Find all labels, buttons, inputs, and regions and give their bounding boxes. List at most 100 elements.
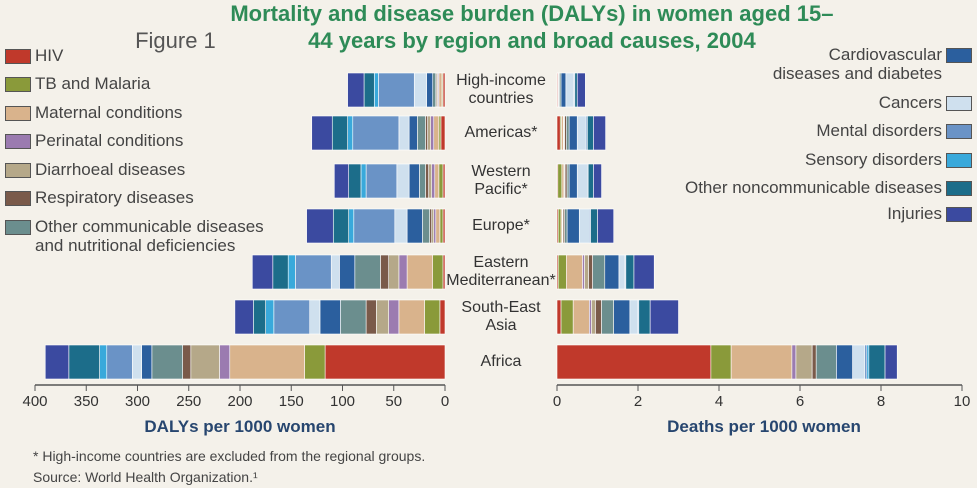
legend-label: HIV xyxy=(35,46,64,65)
bar-segment xyxy=(398,254,408,290)
bar-segment xyxy=(106,344,133,380)
bar-segment xyxy=(557,208,562,244)
bar-segment xyxy=(442,254,446,290)
bar-segment xyxy=(428,163,432,199)
bar-segment xyxy=(324,344,446,380)
bar-segment xyxy=(574,72,578,108)
bar-segment xyxy=(625,254,635,290)
bar-segment xyxy=(272,254,289,290)
x-tick-label: 350 xyxy=(74,393,99,410)
bar-segment xyxy=(348,208,355,244)
bar-segment xyxy=(253,299,266,335)
bar-segment xyxy=(331,115,348,151)
legend-label: Sensory disorders xyxy=(804,150,942,169)
bar-segment xyxy=(638,299,651,335)
x-tick-label: 200 xyxy=(227,393,252,410)
x-axis-label: Deaths per 1000 women xyxy=(667,417,861,436)
bar-segment xyxy=(360,163,367,199)
bar-segment xyxy=(811,344,817,380)
bar-segment xyxy=(582,254,585,290)
bar-segment xyxy=(556,299,562,335)
bar-segment xyxy=(408,163,420,199)
bar-segment xyxy=(868,344,886,380)
x-tick-label: 250 xyxy=(176,393,201,410)
bar-segment xyxy=(566,208,580,244)
bar-segment xyxy=(295,254,332,290)
x-tick-label: 0 xyxy=(441,393,449,410)
bar-segment xyxy=(556,344,712,380)
bar-segment xyxy=(572,299,590,335)
bar-segment xyxy=(398,299,425,335)
bar-segment xyxy=(866,344,870,380)
bar-segment xyxy=(354,254,381,290)
bar-segment xyxy=(597,208,615,244)
bar-segment xyxy=(795,344,813,380)
bar-segment xyxy=(591,299,596,335)
bar-segment xyxy=(408,115,418,151)
bar-segment xyxy=(425,115,428,151)
bar-segment xyxy=(347,115,354,151)
bar-segment xyxy=(424,299,441,335)
source: Source: World Health Organization.¹ xyxy=(33,469,258,485)
bar-segment xyxy=(584,254,589,290)
bar-segment xyxy=(273,299,311,335)
x-axis-label: DALYs per 1000 women xyxy=(144,417,336,436)
x-tick-label: 300 xyxy=(125,393,150,410)
bar-segment xyxy=(190,344,220,380)
x-tick-label: 150 xyxy=(279,393,304,410)
bar-segment xyxy=(352,115,400,151)
bar-segment xyxy=(568,115,578,151)
bar-segment xyxy=(151,344,183,380)
bar-segment xyxy=(432,72,437,108)
bar-segment xyxy=(431,208,435,244)
bar-segment xyxy=(340,299,367,335)
category-label: South-East Asia xyxy=(461,299,541,334)
bar-segment xyxy=(566,163,570,199)
bar-segment xyxy=(347,72,365,108)
bar-segment xyxy=(439,299,446,335)
bar-segment xyxy=(884,344,898,380)
legend-label: Mental disorders xyxy=(816,121,942,140)
bar-segment xyxy=(561,163,565,199)
legend-swatch xyxy=(5,106,31,121)
legend-label: Maternal conditions xyxy=(35,103,183,122)
bar-segment xyxy=(68,344,100,380)
bar-segment xyxy=(604,254,620,290)
legend-swatch xyxy=(946,181,972,196)
category-label: High-income countries xyxy=(456,72,546,107)
bar-segment xyxy=(429,208,432,244)
bar-segment xyxy=(141,344,153,380)
bar-segment xyxy=(561,115,564,151)
bar-segment xyxy=(394,208,408,244)
bar-segment xyxy=(730,344,793,380)
x-tick-label: 8 xyxy=(877,393,885,410)
legend-label: Diarrhoeal diseases xyxy=(35,160,186,179)
bar-segment xyxy=(306,208,334,244)
bar-segment xyxy=(435,208,441,244)
bar-segment xyxy=(373,72,379,108)
legend-label: Other noncommunicable diseases xyxy=(684,178,942,197)
bar-segment xyxy=(576,163,588,199)
bar-segment xyxy=(252,254,274,290)
title: Figure 1 Mortality and disease burden (D… xyxy=(0,0,977,54)
x-tick-label: 6 xyxy=(796,393,804,410)
bar-segment xyxy=(595,299,602,335)
bar-segment xyxy=(438,115,442,151)
x-tick-label: 100 xyxy=(330,393,355,410)
legend-swatch xyxy=(946,124,972,139)
bar-segment xyxy=(425,163,429,199)
category-label: Europe* xyxy=(472,217,530,234)
bar-segment xyxy=(398,115,410,151)
bar-segment xyxy=(287,254,296,290)
bar-segment xyxy=(319,299,341,335)
legend-label: Perinatal conditions xyxy=(35,131,184,150)
bar-segment xyxy=(426,72,433,108)
legend-swatch xyxy=(946,153,972,168)
bar-segment xyxy=(592,254,606,290)
bar-segment xyxy=(589,299,592,335)
bar-segment xyxy=(564,163,568,199)
x-tick-label: 4 xyxy=(715,393,723,410)
bar-segment xyxy=(304,344,326,380)
bar-segment xyxy=(590,208,598,244)
